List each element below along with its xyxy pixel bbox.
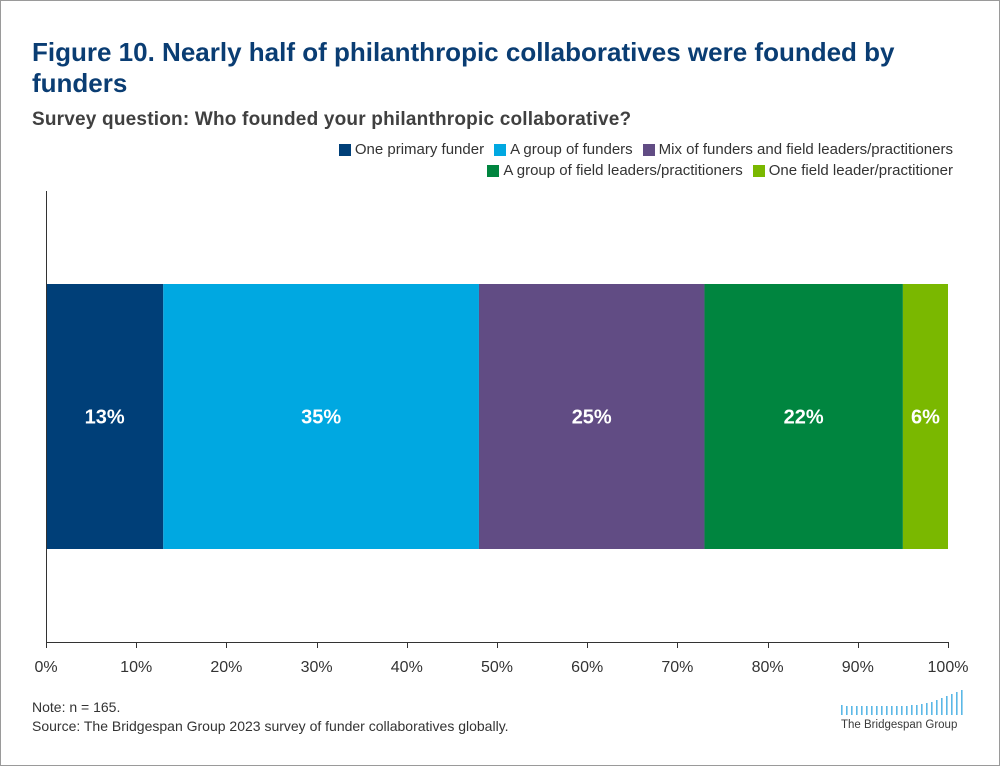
legend-swatch [338, 143, 351, 156]
logo-bars-icon [841, 690, 963, 715]
x-tick-label-2: 20% [210, 659, 242, 676]
legend-label: One field leader/practitioner [768, 162, 953, 179]
logo-text: The Bridgespan Group [841, 719, 958, 731]
x-tick-label-4: 40% [391, 659, 423, 676]
bar-segment-1 [163, 284, 479, 549]
data-label-2: 25% [572, 407, 612, 429]
chart-subtitle: Survey question: Who founded your philan… [32, 109, 632, 130]
legend-row-2: A group of field leaders/practitioners O… [487, 162, 953, 179]
bar-segment-0 [46, 284, 164, 549]
data-label-3: 22% [784, 407, 824, 429]
legend-swatch [642, 143, 655, 156]
chart-title: Figure 10. Nearly half of philanthropic … [32, 37, 895, 98]
x-tick-label-1: 10% [120, 659, 152, 676]
source-text: Source: The Bridgespan Group 2023 survey… [32, 718, 509, 734]
x-tick-label-7: 70% [661, 659, 693, 676]
x-tick-label-9: 90% [842, 659, 874, 676]
legend-item-group-of-field-leaders: A group of field leaders/practitioners [487, 162, 743, 179]
data-label-0: 13% [85, 407, 125, 429]
x-tick-label-5: 50% [481, 659, 513, 676]
bar-segment-3 [704, 284, 903, 549]
note-text: Note: n = 165. [32, 699, 121, 715]
legend-item-one-field-leader: One field leader/practitioner [752, 162, 953, 179]
x-tick-label-6: 60% [571, 659, 603, 676]
legend-label: A group of field leaders/practitioners [503, 162, 743, 179]
x-tick-label-8: 80% [752, 659, 784, 676]
legend-item-mix: Mix of funders and field leaders/practit… [642, 141, 953, 158]
legend-item-one-primary-funder: One primary funder [338, 141, 485, 158]
legend-swatch [494, 143, 507, 156]
x-tick-label-0: 0% [34, 659, 57, 676]
legend-label: One primary funder [354, 141, 485, 158]
data-label-1: 35% [301, 407, 341, 429]
bridgespan-logo: The Bridgespan Group [839, 689, 971, 735]
legend-swatch [487, 164, 500, 177]
legend-row-1: One primary funder A group of funders Mi… [338, 141, 953, 158]
stacked-bar-chart: 13% 35% 25% 22% 6% 0% 10% 20% 30% 40% 50% 60% 70% 80%… [34, 191, 969, 676]
legend-swatch [752, 164, 765, 177]
x-tick-label-3: 30% [301, 659, 333, 676]
bar-segment-2 [478, 284, 705, 549]
legend-label: A group of funders [510, 141, 633, 158]
legend-label: Mix of funders and field leaders/practit… [658, 141, 953, 158]
bar-segment-4 [902, 284, 948, 549]
footnote: Note: n = 165. Source: The Bridgespan Gr… [32, 698, 509, 736]
x-tick-label-10: 100% [928, 659, 969, 676]
legend-item-group-of-funders: A group of funders [494, 141, 633, 158]
data-label-4: 6% [911, 407, 940, 429]
